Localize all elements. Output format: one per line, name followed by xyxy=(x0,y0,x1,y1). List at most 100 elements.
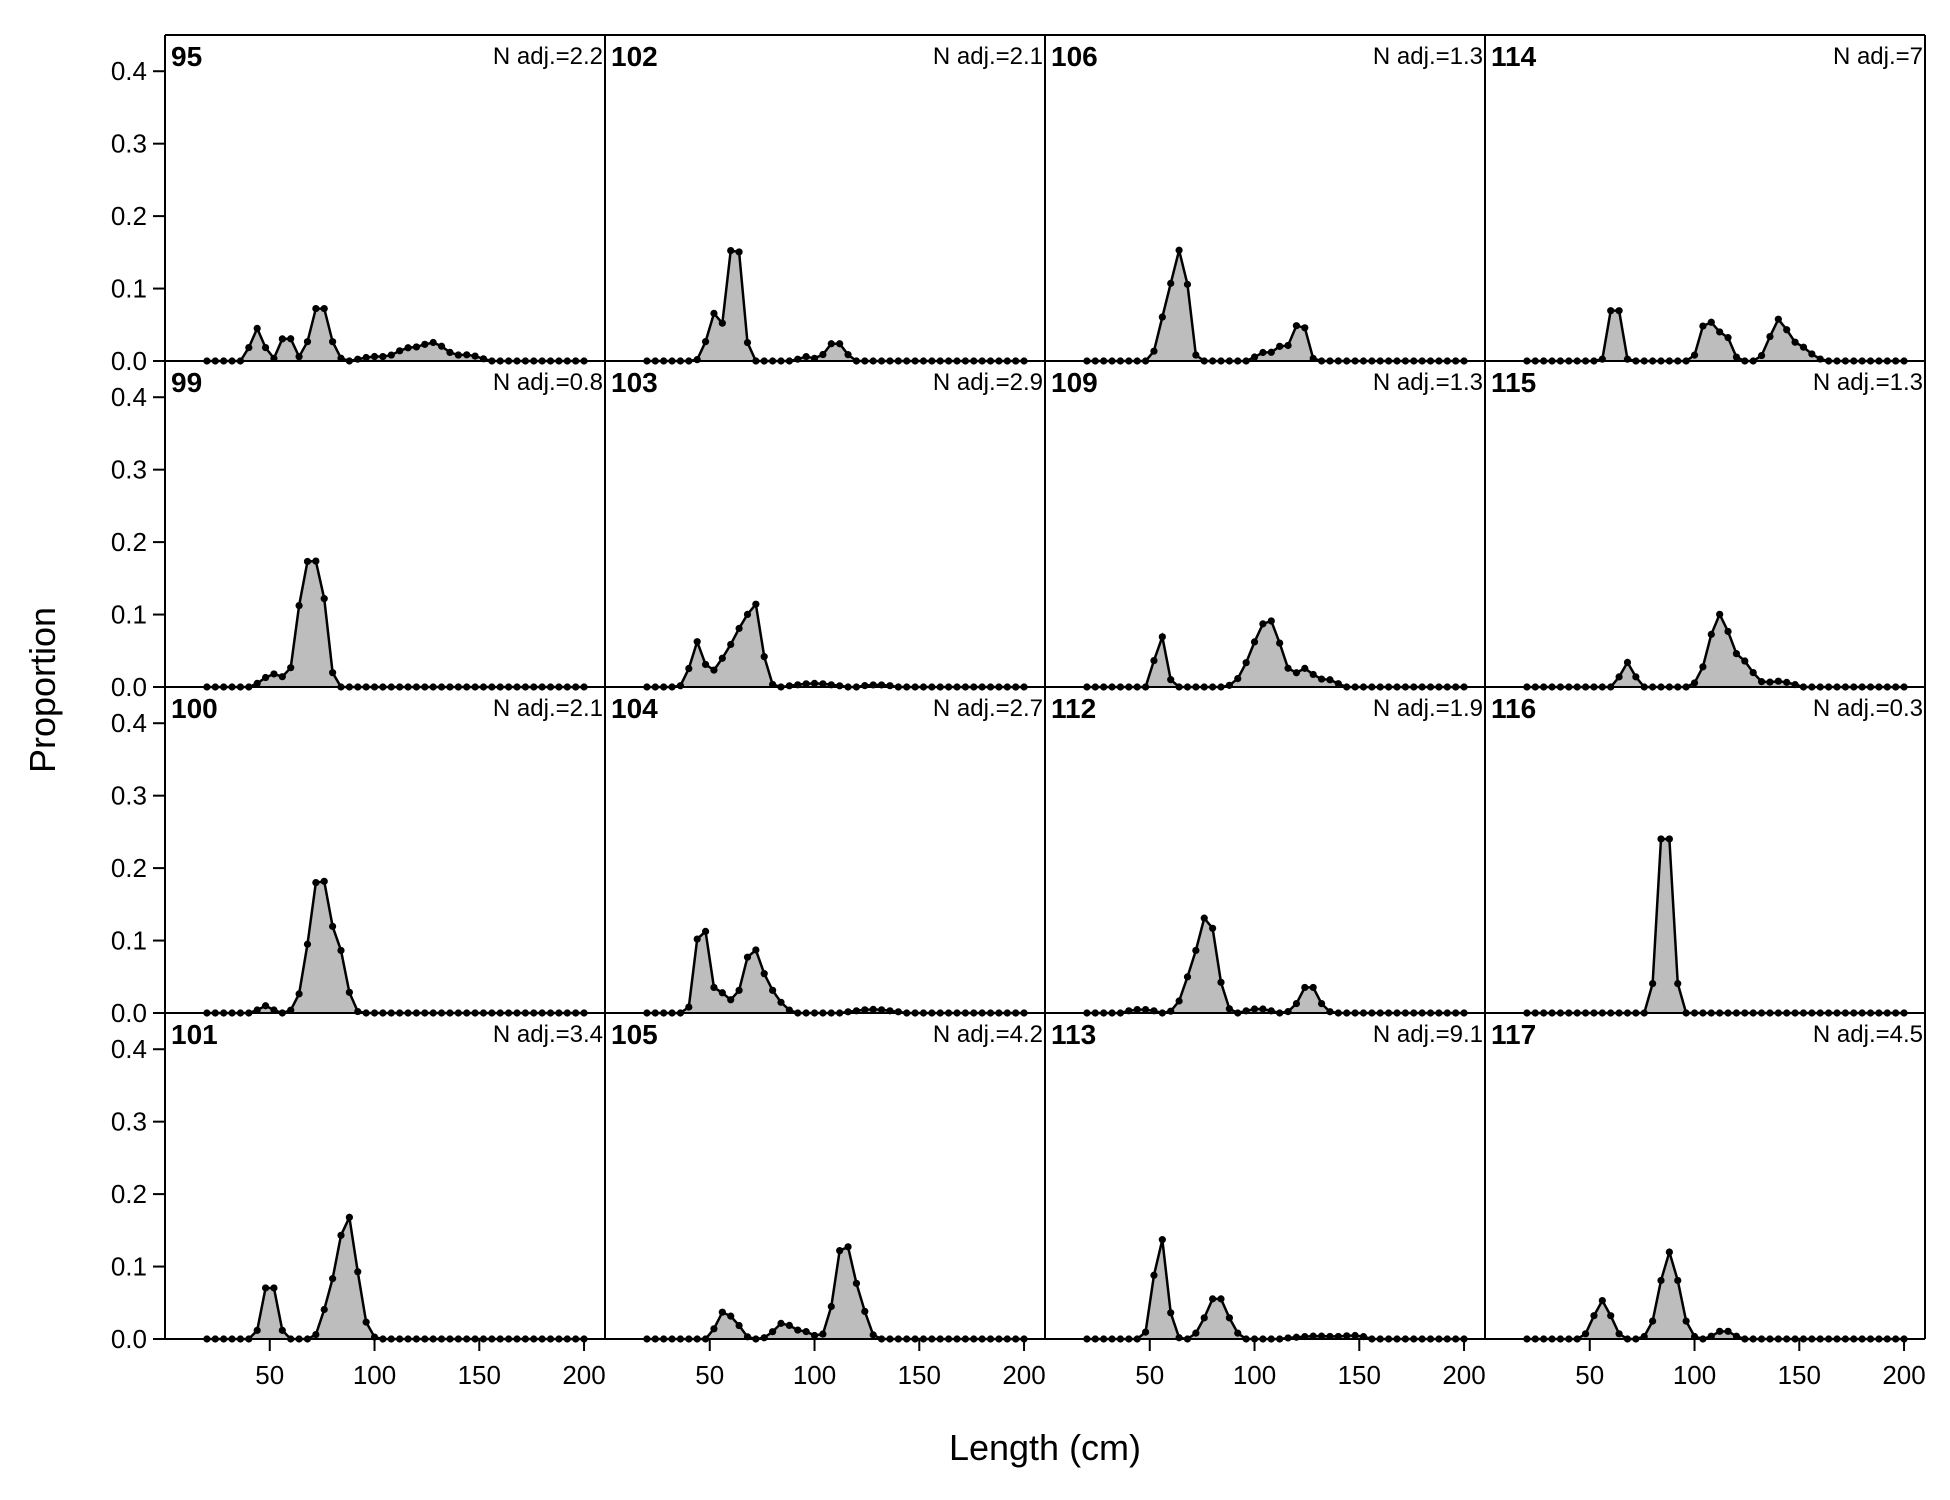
data-point xyxy=(454,351,462,359)
data-point xyxy=(329,669,337,677)
y-tick-label: 0.2 xyxy=(111,1179,147,1209)
data-point xyxy=(1192,946,1200,955)
data-point xyxy=(261,1002,270,1010)
data-point xyxy=(1791,338,1799,346)
y-tick-label: 0.4 xyxy=(111,708,147,738)
data-point xyxy=(1632,673,1640,681)
data-point xyxy=(287,664,295,672)
distribution-area xyxy=(1526,838,1905,1013)
panel-n-adj-label: N adj.=1.3 xyxy=(1373,43,1483,70)
data-point xyxy=(278,1326,286,1334)
data-point xyxy=(869,1005,877,1013)
y-tick-label: 0.3 xyxy=(111,781,147,811)
data-point xyxy=(1167,279,1175,287)
panel-id-label: 109 xyxy=(1051,367,1098,398)
data-point xyxy=(1615,1330,1623,1338)
y-axis-title: Proportion xyxy=(22,607,63,773)
panel-112: 112 N adj.=1.9 xyxy=(1051,693,1483,1017)
data-point xyxy=(1732,650,1741,658)
panel-n-adj-label: N adj.=3.4 xyxy=(493,1021,603,1048)
data-point xyxy=(819,1330,827,1338)
data-point xyxy=(312,1330,320,1339)
data-point xyxy=(1757,351,1766,360)
data-point xyxy=(1732,353,1741,361)
data-point xyxy=(819,680,827,688)
data-point xyxy=(261,1284,270,1292)
panel-id-label: 102 xyxy=(611,41,658,72)
data-point xyxy=(752,600,760,608)
data-point xyxy=(1674,979,1682,988)
data-point xyxy=(777,998,785,1006)
data-point xyxy=(1783,678,1791,686)
data-point xyxy=(1657,835,1665,843)
data-point xyxy=(471,352,479,360)
panel-id-label: 99 xyxy=(171,367,202,398)
data-point xyxy=(735,1321,743,1330)
data-point xyxy=(802,353,810,361)
data-point xyxy=(1334,680,1342,688)
panel-116: 116 N adj.=0.3 xyxy=(1491,693,1923,1017)
data-point xyxy=(752,946,760,954)
y-tick-label: 0.0 xyxy=(111,998,147,1028)
data-point xyxy=(1242,659,1250,667)
data-point xyxy=(861,1307,869,1316)
data-point xyxy=(345,988,353,996)
x-tick-label: 100 xyxy=(793,1360,836,1390)
data-point xyxy=(287,335,295,343)
data-point xyxy=(1292,322,1301,330)
data-point xyxy=(1234,1329,1242,1337)
data-point xyxy=(1657,1276,1665,1285)
data-point xyxy=(1649,1317,1657,1325)
y-tick-label: 0.4 xyxy=(111,56,147,86)
data-point xyxy=(1158,313,1166,321)
panel-n-adj-label: N adj.=2.1 xyxy=(933,43,1043,70)
data-point xyxy=(1267,617,1275,625)
data-point xyxy=(869,1331,877,1339)
data-point xyxy=(1699,322,1707,330)
distribution-area xyxy=(206,881,585,1013)
data-point xyxy=(1225,1005,1233,1013)
data-point xyxy=(827,1302,835,1311)
data-point xyxy=(1699,663,1707,671)
data-point xyxy=(693,638,701,646)
data-point xyxy=(1716,610,1724,618)
data-point xyxy=(1284,1334,1292,1342)
data-point xyxy=(844,351,852,359)
y-tick-label: 0.1 xyxy=(111,1252,147,1282)
data-point xyxy=(1317,675,1326,683)
data-point xyxy=(1150,656,1158,665)
data-point xyxy=(261,673,270,682)
data-point xyxy=(1209,1295,1217,1303)
data-point xyxy=(421,340,429,348)
distribution-area xyxy=(646,604,1025,687)
distribution-line xyxy=(1086,915,1465,1015)
data-point xyxy=(852,1279,861,1287)
data-point xyxy=(861,1006,869,1014)
data-point xyxy=(1749,669,1757,677)
panel-n-adj-label: N adj.=2.2 xyxy=(493,43,603,70)
data-point xyxy=(354,1007,362,1016)
data-point xyxy=(894,1008,902,1016)
data-point xyxy=(710,1325,718,1333)
data-point xyxy=(785,1006,793,1014)
data-point xyxy=(1217,978,1225,986)
data-point xyxy=(1292,669,1301,677)
distribution-area xyxy=(1086,250,1465,361)
data-point xyxy=(278,335,286,343)
data-point xyxy=(295,601,303,610)
data-point xyxy=(337,946,345,955)
data-point xyxy=(1175,997,1183,1005)
data-point xyxy=(1799,343,1808,351)
data-point xyxy=(718,319,726,327)
x-axis-title: Length (cm) xyxy=(949,1427,1141,1468)
panel-id-label: 106 xyxy=(1051,41,1098,72)
data-point xyxy=(1276,342,1284,350)
data-point xyxy=(877,1006,886,1014)
data-point xyxy=(785,682,793,690)
data-point xyxy=(760,653,768,661)
data-point xyxy=(1259,348,1267,357)
data-point xyxy=(743,338,752,347)
data-point xyxy=(1225,1314,1233,1322)
panel-id-label: 100 xyxy=(171,693,218,724)
